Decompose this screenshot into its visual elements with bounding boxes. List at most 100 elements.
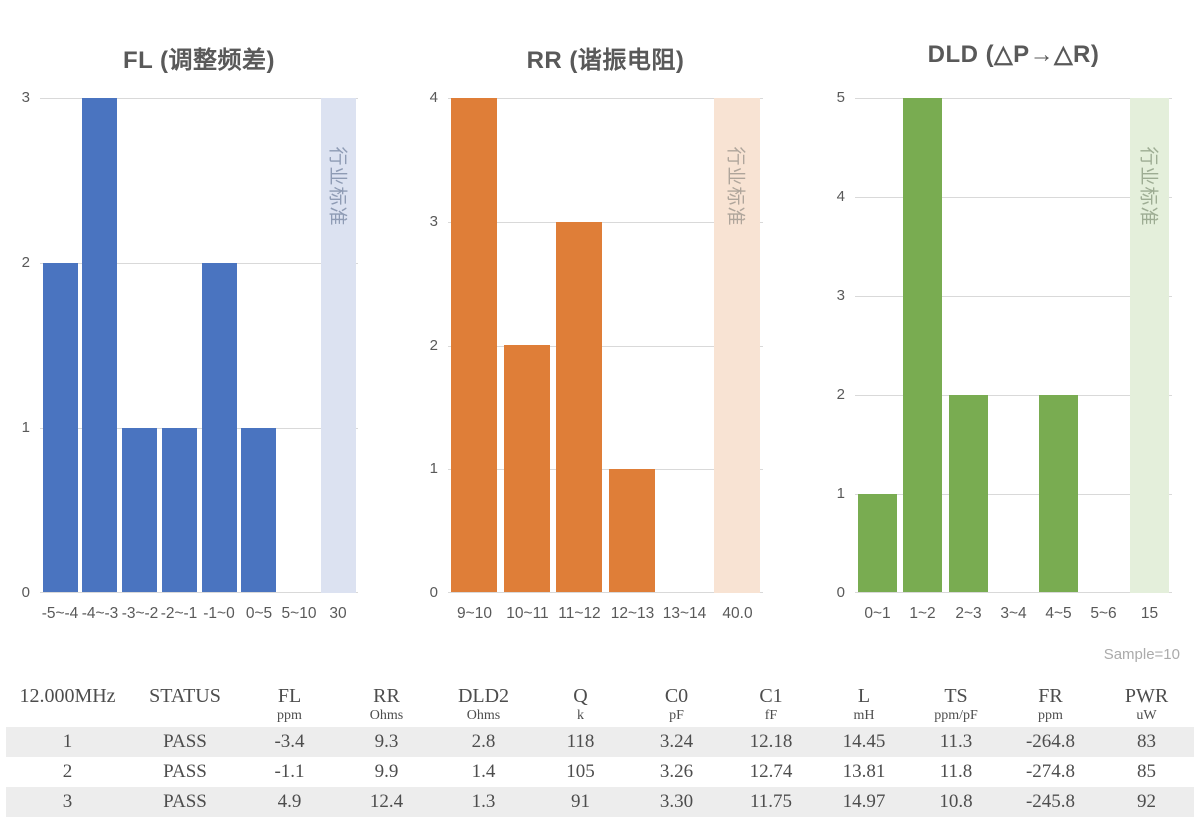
x-axis-category-label: 4~5 <box>1045 605 1072 622</box>
table-cell: -3.4 <box>274 731 305 752</box>
table-row: 2 PASS -1.1 9.9 1.4 105 3.26 12.74 13.81 11.8 -274… <box>6 757 1194 787</box>
x-axis-category-label: 2~3 <box>955 605 982 622</box>
header-cell: FL <box>277 685 302 707</box>
histogram-bar <box>609 469 655 592</box>
table-cell: 4.9 <box>277 791 302 812</box>
x-axis-category-label: -4~-3 <box>81 605 119 622</box>
histogram-bar <box>122 428 157 592</box>
table-cell: 1.4 <box>471 761 496 782</box>
industry-standard-label-wrap: 行业标准 <box>321 106 356 266</box>
x-axis-category-label: 1~2 <box>909 605 936 622</box>
unit-cell: ppm <box>277 708 302 723</box>
gridline <box>40 428 358 429</box>
chart-plot-fl: 行业标准 <box>40 98 358 593</box>
table-cell: 85 <box>1137 761 1156 782</box>
y-axis-tick-label: 5 <box>836 89 845 106</box>
x-axis-category-label: 0~5 <box>245 605 273 622</box>
table-cell: 3 <box>62 791 73 812</box>
table-cell: -274.8 <box>1025 761 1076 782</box>
x-axis-category-label: 40.0 <box>722 605 753 622</box>
header-cell: C0 <box>664 685 689 707</box>
table-cell: 14.45 <box>842 731 886 752</box>
unit-cell: Ohms <box>466 708 501 723</box>
header-cell: STATUS <box>149 685 221 707</box>
table-cell: 92 <box>1137 791 1156 812</box>
x-axis-category-label: 12~13 <box>610 605 655 622</box>
industry-standard-label: 行业标准 <box>326 145 348 227</box>
x-axis-category-label: 13~14 <box>662 605 707 622</box>
table-cell: -1.1 <box>274 761 305 782</box>
y-axis-tick-label: 2 <box>21 254 30 271</box>
histogram-bar <box>43 263 78 592</box>
x-axis-category-label: 5~10 <box>281 605 317 622</box>
table-cell: 91 <box>571 791 590 812</box>
y-axis-tick-label: 4 <box>429 89 438 106</box>
histogram-bar <box>556 222 602 592</box>
table-cell: 1.3 <box>471 791 496 812</box>
industry-standard-band: 行业标准 <box>714 98 760 593</box>
chart-plot-rr: 行业标准 <box>448 98 763 593</box>
chart-plot-dld: 行业标准 <box>855 98 1172 593</box>
gridline <box>448 469 763 470</box>
x-axis-category-label: 11~12 <box>558 605 601 622</box>
unit-cell: ppm <box>1038 708 1063 723</box>
x-axis-category-label: 3~4 <box>1000 605 1027 622</box>
gridline <box>855 395 1172 396</box>
x-axis-category-label: 30 <box>329 605 347 622</box>
gridline <box>855 98 1172 99</box>
unit-cell <box>129 708 241 727</box>
table-cell: 11.8 <box>939 761 973 782</box>
histogram-bar <box>504 345 550 592</box>
x-axis-category-label: 15 <box>1140 605 1159 622</box>
table-cell: 3.30 <box>659 791 694 812</box>
table-cell: 12.18 <box>749 731 793 752</box>
gridline <box>855 494 1172 495</box>
table-cell: 3.24 <box>659 731 694 752</box>
chart-title-fl: FL (调整频差) <box>122 47 276 74</box>
unit-cell: uW <box>1136 708 1157 723</box>
x-axis-category-label: -1~0 <box>203 605 235 622</box>
table-cell: 118 <box>566 731 595 752</box>
histogram-bar <box>241 428 276 592</box>
unit-cell: pF <box>669 708 684 723</box>
industry-standard-band: 行业标准 <box>1130 98 1169 593</box>
histogram-bar <box>1039 395 1078 592</box>
unit-cell: fF <box>764 708 778 723</box>
y-axis-tick-label: 2 <box>429 337 438 354</box>
table-cell: 14.97 <box>842 791 886 812</box>
gridline <box>40 592 358 593</box>
freq-header-cell: 12.000MHz <box>19 685 116 707</box>
histogram-bar <box>858 494 897 592</box>
histogram-bar <box>82 98 117 592</box>
table-cell: -245.8 <box>1025 791 1076 812</box>
table-row: 1 PASS -3.4 9.3 2.8 118 3.24 12.18 14.45 11.3 -264… <box>6 727 1194 757</box>
y-axis-tick-label: 4 <box>836 188 845 205</box>
industry-standard-band: 行业标准 <box>321 98 356 593</box>
histogram-bar <box>202 263 237 592</box>
table-cell: 13.81 <box>842 761 886 782</box>
gridline <box>448 98 763 99</box>
y-axis-tick-label: 2 <box>836 386 845 403</box>
gridline <box>40 98 358 99</box>
table-cell: 105 <box>566 761 595 782</box>
x-axis-category-label: 5~6 <box>1090 605 1117 622</box>
sample-count-label: Sample=10 <box>1103 646 1180 663</box>
header-cell: DLD2 <box>457 685 510 707</box>
industry-standard-label: 行业标准 <box>1137 145 1159 227</box>
table-units-row: ppm Ohms Ohms k pF fF mH ppm/pF ppm uW <box>6 708 1194 727</box>
chart-title-rr: RR (谐振电阻) <box>526 47 685 74</box>
y-axis-tick-label: 1 <box>21 419 30 436</box>
unit-cell: ppm/pF <box>934 708 978 723</box>
header-cell: RR <box>373 685 400 707</box>
measurement-table: 12.000MHz STATUS FL RR DLD2 Q C0 C1 L TS FR PWR ppm O… <box>6 681 1194 817</box>
x-axis-category-label: -5~-4 <box>41 605 79 622</box>
gridline <box>448 222 763 223</box>
table-cell: 10.8 <box>939 791 973 812</box>
y-axis-tick-label: 1 <box>836 485 845 502</box>
y-axis-tick-label: 3 <box>21 89 30 106</box>
y-axis-tick-label: 0 <box>836 584 845 601</box>
table-cell: 9.9 <box>374 761 399 782</box>
y-axis-tick-label: 0 <box>21 584 30 601</box>
table-cell: 12.74 <box>749 761 793 782</box>
y-axis-tick-label: 3 <box>836 287 845 304</box>
